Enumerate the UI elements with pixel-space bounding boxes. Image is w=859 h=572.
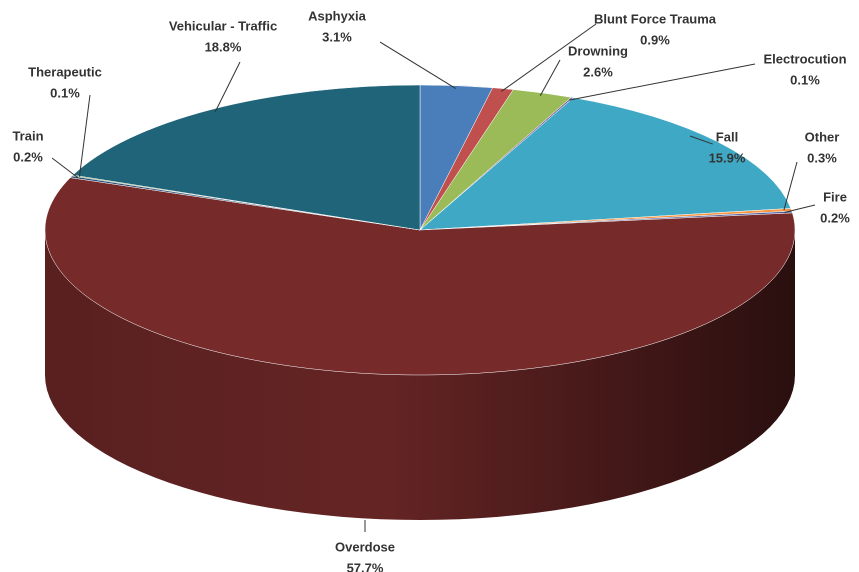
data-label-name: Vehicular - Traffic: [169, 18, 277, 33]
leader-line: [784, 204, 816, 213]
data-label-value: 15.9%: [709, 150, 746, 165]
data-label-value: 0.2%: [13, 149, 43, 164]
leader-line: [569, 63, 756, 101]
data-label-value: 0.1%: [790, 72, 820, 87]
data-label-name: Asphyxia: [308, 8, 367, 23]
leader-line: [783, 161, 798, 211]
data-label-value: 0.3%: [807, 150, 837, 165]
leader-line: [51, 157, 79, 179]
leader-line: [539, 59, 561, 96]
slice: [72, 84, 421, 231]
data-label-name: Fall: [716, 129, 738, 144]
data-label-value: 2.6%: [583, 64, 613, 79]
data-label-name: Blunt Force Trauma: [594, 11, 717, 26]
data-label-name: Train: [12, 128, 43, 143]
leader-line: [379, 41, 457, 90]
data-label-value: 0.2%: [820, 210, 850, 225]
leader-line: [689, 135, 713, 145]
data-label-name: Fire: [823, 189, 847, 204]
data-label-name: Drowning: [568, 43, 628, 58]
data-label-name: Other: [805, 129, 840, 144]
data-label-name: Electrocution: [763, 51, 846, 66]
slice: [419, 97, 792, 231]
data-label-value: 57.7%: [347, 560, 384, 572]
leader-line: [214, 61, 241, 113]
data-label-name: Therapeutic: [28, 64, 102, 79]
data-label-value: 3.1%: [322, 29, 352, 44]
data-label-value: 0.9%: [640, 32, 670, 47]
data-label-value: 0.1%: [50, 85, 80, 100]
leader-line: [501, 23, 597, 92]
data-label-value: 18.8%: [205, 39, 242, 54]
data-label-name: Overdose: [335, 539, 395, 554]
slice: [44, 177, 796, 376]
leader-line: [78, 94, 91, 177]
